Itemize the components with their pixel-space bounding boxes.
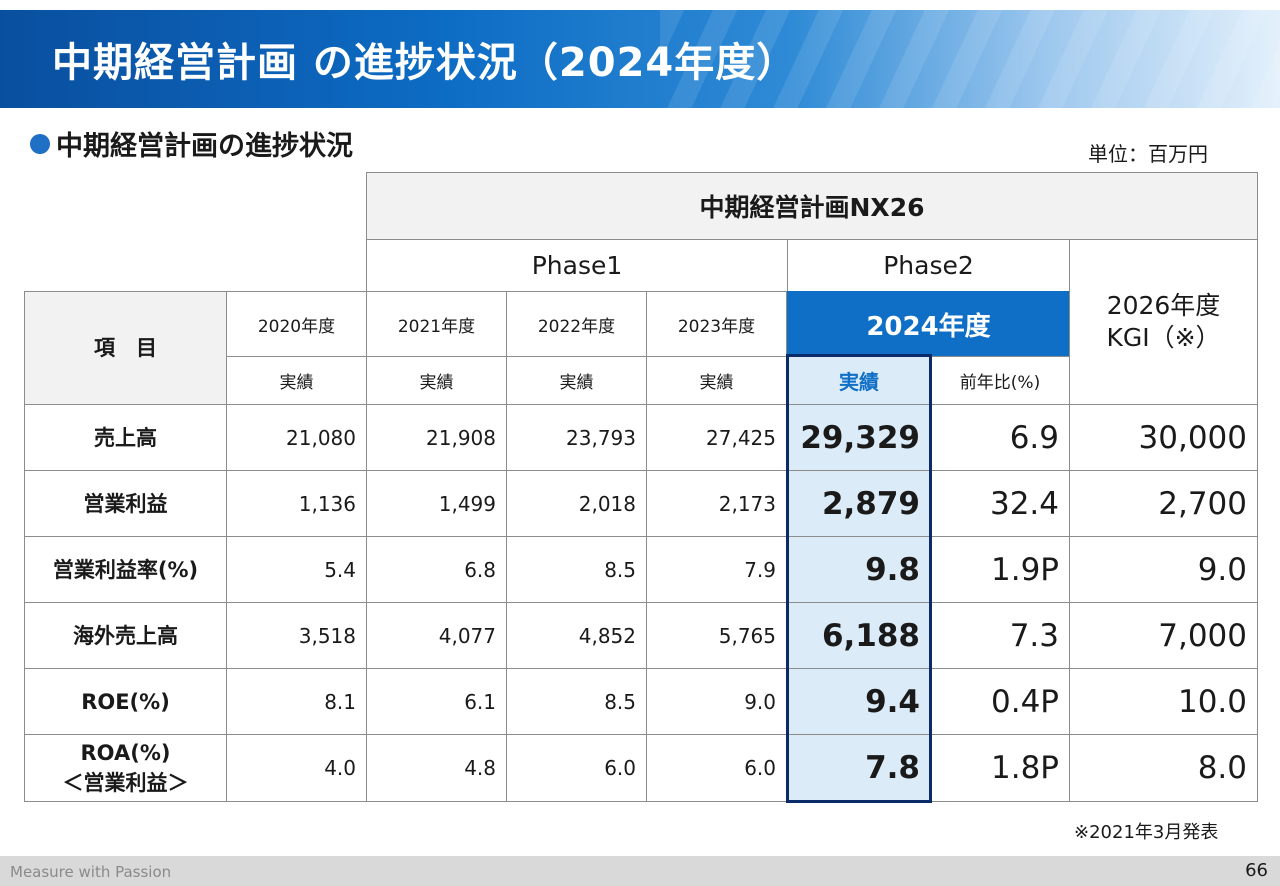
table-cell: 5.4 bbox=[226, 536, 367, 603]
table-cell: 21,080 bbox=[226, 404, 367, 471]
kgi-year: 2026年度 bbox=[1106, 291, 1221, 320]
page-title: 中期経営計画 の進捗状況（2024年度） bbox=[52, 40, 798, 86]
table-cell: 4.0 bbox=[226, 734, 367, 802]
table-cell: 27,425 bbox=[646, 404, 787, 471]
table-cell: 8.1 bbox=[226, 668, 367, 735]
row-label-roa-line1: ROA(%) bbox=[80, 741, 171, 765]
phase2-header: Phase2 bbox=[787, 239, 1070, 292]
yoy-cell: 1.9P bbox=[930, 536, 1070, 603]
table-cell: 9.0 bbox=[646, 668, 787, 735]
plan-name-header: 中期経営計画NX26 bbox=[366, 172, 1258, 240]
table-cell: 4,077 bbox=[366, 602, 507, 669]
section-heading: 中期経営計画の進捗状況 bbox=[30, 124, 353, 163]
kgi-cell: 9.0 bbox=[1069, 536, 1258, 603]
actual-header-2024: 実績 bbox=[787, 356, 931, 405]
yoy-cell: 32.4 bbox=[930, 470, 1070, 537]
year-header-2020: 2020年度 bbox=[226, 291, 367, 357]
year-header-2021: 2021年度 bbox=[366, 291, 507, 357]
page-number: 66 bbox=[1245, 860, 1268, 881]
table-cell: 21,908 bbox=[366, 404, 507, 471]
table-cell: 8.5 bbox=[506, 668, 647, 735]
phase1-header: Phase1 bbox=[366, 239, 788, 292]
table-cell: 7.9 bbox=[646, 536, 787, 603]
year-header-2022: 2022年度 bbox=[506, 291, 647, 357]
yoy-cell: 7.3 bbox=[930, 602, 1070, 669]
section-heading-text: 中期経営計画の進捗状況 bbox=[56, 131, 353, 162]
yoy-cell: 1.8P bbox=[930, 734, 1070, 802]
kgi-cell: 7,000 bbox=[1069, 602, 1258, 669]
banner-stripes bbox=[660, 10, 1280, 108]
kgi-cell: 2,700 bbox=[1069, 470, 1258, 537]
current-year-header: 2024年度 bbox=[787, 291, 1070, 357]
row-label-overseas-sales: 海外売上高 bbox=[24, 602, 227, 669]
current-value-cell: 29,329 bbox=[787, 404, 931, 471]
yoy-cell: 6.9 bbox=[930, 404, 1070, 471]
title-banner: 中期経営計画 の進捗状況（2024年度） bbox=[0, 10, 1280, 108]
current-value-cell: 7.8 bbox=[787, 734, 931, 802]
row-label-sales: 売上高 bbox=[24, 404, 227, 471]
table-cell: 1,136 bbox=[226, 470, 367, 537]
actual-header-2022: 実績 bbox=[506, 356, 647, 405]
table-cell: 23,793 bbox=[506, 404, 647, 471]
table-cell: 6.0 bbox=[646, 734, 787, 802]
actual-header-2020: 実績 bbox=[226, 356, 367, 405]
row-label-roa: ROA(%) ＜営業利益＞ bbox=[24, 734, 227, 802]
actual-header-2021: 実績 bbox=[366, 356, 507, 405]
table-cell: 4.8 bbox=[366, 734, 507, 802]
table-cell: 8.5 bbox=[506, 536, 647, 603]
unit-label: 単位：百万円 bbox=[1088, 142, 1208, 166]
footer-slogan: Measure with Passion bbox=[10, 863, 172, 881]
year-header-2023: 2023年度 bbox=[646, 291, 787, 357]
kgi-header: 2026年度 KGI（※） bbox=[1069, 239, 1258, 405]
yoy-header: 前年比(%) bbox=[930, 356, 1070, 405]
current-value-cell: 6,188 bbox=[787, 602, 931, 669]
table-cell: 6.8 bbox=[366, 536, 507, 603]
table-cell: 1,499 bbox=[366, 470, 507, 537]
row-label-operating-margin: 営業利益率(%) bbox=[24, 536, 227, 603]
actual-header-2023: 実績 bbox=[646, 356, 787, 405]
current-value-cell: 2,879 bbox=[787, 470, 931, 537]
row-label-roa-line2: ＜営業利益＞ bbox=[62, 771, 189, 795]
row-label-operating-profit: 営業利益 bbox=[24, 470, 227, 537]
kgi-cell: 8.0 bbox=[1069, 734, 1258, 802]
bullet-icon bbox=[30, 133, 50, 154]
footer-bar: Measure with Passion 66 bbox=[0, 856, 1280, 886]
footnote: ※2021年3月発表 bbox=[1074, 822, 1219, 843]
table-cell: 4,852 bbox=[506, 602, 647, 669]
table-cell: 5,765 bbox=[646, 602, 787, 669]
item-header: 項 目 bbox=[24, 291, 227, 405]
kgi-cell: 30,000 bbox=[1069, 404, 1258, 471]
yoy-cell: 0.4P bbox=[930, 668, 1070, 735]
table-cell: 2,173 bbox=[646, 470, 787, 537]
kgi-cell: 10.0 bbox=[1069, 668, 1258, 735]
table-cell: 2,018 bbox=[506, 470, 647, 537]
current-value-cell: 9.4 bbox=[787, 668, 931, 735]
kgi-label: KGI（※） bbox=[1106, 323, 1221, 352]
table-cell: 3,518 bbox=[226, 602, 367, 669]
table-cell: 6.1 bbox=[366, 668, 507, 735]
table-cell: 6.0 bbox=[506, 734, 647, 802]
row-label-roe: ROE(%) bbox=[24, 668, 227, 735]
current-value-cell: 9.8 bbox=[787, 536, 931, 603]
